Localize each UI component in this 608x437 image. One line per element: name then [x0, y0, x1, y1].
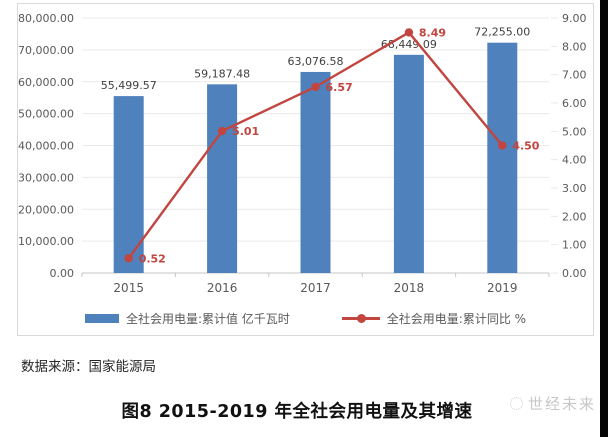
- watermark: 世经未来: [509, 393, 596, 414]
- right-axis-tick-label: 6.00: [562, 97, 587, 110]
- right-edge-black-bar: [600, 0, 608, 437]
- bar-2018: [393, 54, 424, 273]
- bar-value-label: 55,499.57: [101, 79, 157, 92]
- right-axis-tick-label: 2.00: [562, 210, 587, 223]
- x-axis-category-label: 2019: [487, 281, 518, 295]
- chart-frame: 0.00 10,000.00 20,000.00 30,000.00 40,000.00…: [17, 3, 594, 336]
- line-marker-2019: [498, 141, 507, 150]
- x-axis-category-label: 2015: [113, 281, 144, 295]
- left-axis-tick-label: 60,000.00: [18, 76, 74, 89]
- line-value-label: 8.49: [419, 26, 446, 39]
- watermark-text: 世经未来: [527, 395, 596, 413]
- x-axis-category-label: 2018: [394, 281, 425, 295]
- bar-2019: [487, 42, 518, 273]
- bar-2015: [113, 96, 144, 273]
- left-axis-tick-label: 20,000.00: [18, 203, 74, 216]
- bar-2016: [207, 84, 238, 273]
- right-axis-tick-label: 3.00: [562, 182, 587, 195]
- line-marker-2018: [404, 28, 414, 37]
- left-axis-tick-label: 30,000.00: [18, 171, 74, 184]
- left-axis-tick-label: 10,000.00: [18, 235, 74, 248]
- left-axis-tick-label: 0.00: [50, 267, 75, 280]
- watermark-logo-icon: [509, 397, 523, 410]
- data-source-text: 数据来源：国家能源局: [21, 359, 156, 375]
- line-series-swatch-icon: [341, 314, 380, 323]
- bar-series-swatch-icon: [84, 314, 119, 323]
- right-axis-tick-label: 1.00: [562, 239, 587, 252]
- bar-value-label: 59,187.48: [194, 67, 250, 80]
- bar-2017: [300, 71, 331, 274]
- left-axis-tick-label: 70,000.00: [18, 44, 74, 57]
- bar-series-legend-label: 全社会用电量:累计值 亿千瓦时: [125, 312, 290, 326]
- figure-title: 图8 2015-2019 年全社会用电量及其增速: [121, 402, 473, 422]
- line-value-label: 5.01: [232, 125, 259, 138]
- right-axis-tick-label: 4.00: [562, 154, 587, 167]
- left-axis-tick-label: 50,000.00: [18, 108, 74, 121]
- right-axis-tick-label: 9.00: [562, 12, 587, 25]
- line-marker-2015: [124, 254, 133, 263]
- legend-item-line-series: 全社会用电量:累计同比 %: [341, 310, 527, 327]
- line-marker-2017: [311, 82, 320, 92]
- right-axis-tick-label: 5.00: [562, 125, 587, 138]
- line-value-label: 0.52: [139, 252, 166, 265]
- x-axis-category-label: 2016: [207, 281, 238, 295]
- chart-legend: 全社会用电量:累计值 亿千瓦时 全社会用电量:累计同比 %: [18, 310, 593, 327]
- line-series-legend-label: 全社会用电量:累计同比 %: [386, 312, 527, 326]
- left-axis-tick-label: 40,000.00: [18, 140, 74, 153]
- right-axis-tick-label: 0.00: [562, 267, 587, 280]
- bar-value-label: 63,076.58: [288, 55, 344, 68]
- line-value-label: 6.57: [326, 81, 353, 94]
- line-value-label: 4.50: [512, 140, 539, 153]
- left-axis-tick-label: 80,000.00: [18, 12, 74, 25]
- bar-value-label: 72,255.00: [474, 26, 530, 39]
- line-marker-2016: [217, 126, 227, 136]
- combo-chart: 0.00 10,000.00 20,000.00 30,000.00 40,000.00…: [18, 12, 587, 295]
- x-axis-category-label: 2017: [300, 281, 331, 295]
- legend-item-bar-series: 全社会用电量:累计值 亿千瓦时: [84, 310, 290, 327]
- right-axis-tick-label: 7.00: [562, 69, 587, 82]
- right-axis-tick-label: 8.00: [562, 40, 587, 53]
